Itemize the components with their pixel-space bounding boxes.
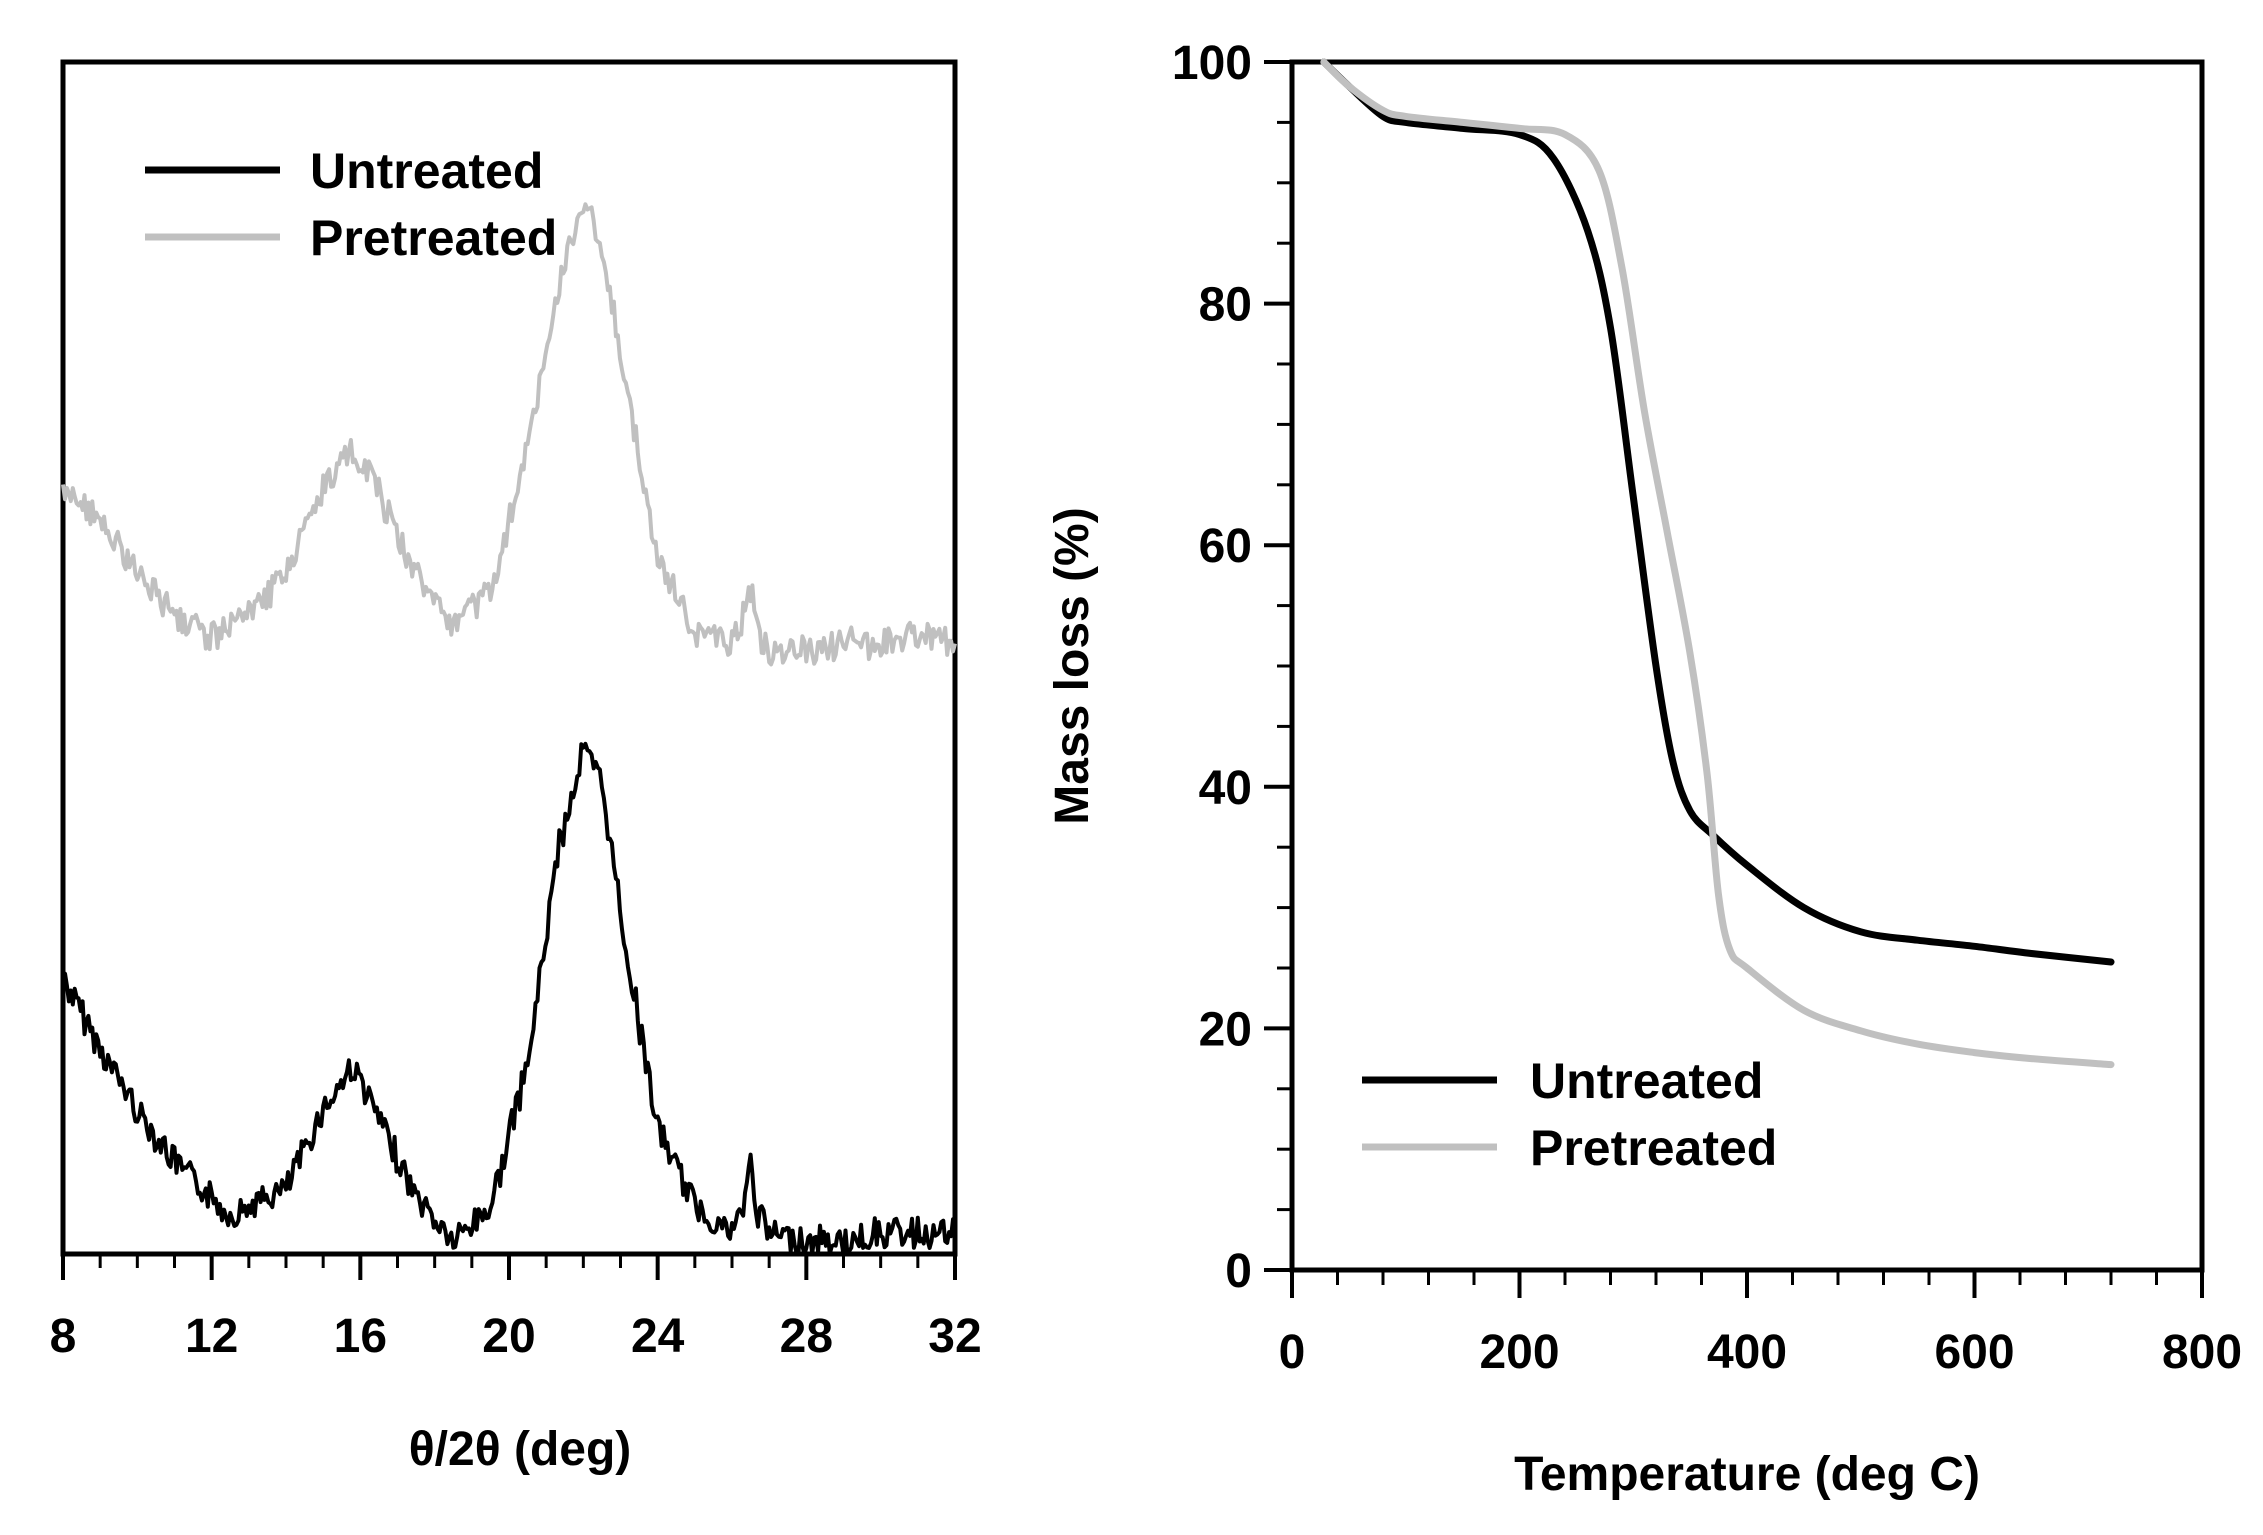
tga-ticks	[1264, 60, 2204, 1298]
tga-series	[1320, 58, 2115, 1069]
xrd-x-tick-label-24: 24	[631, 1310, 685, 1363]
xrd-legend-label-untreated: Untreated	[310, 143, 543, 199]
tga-series-untreated	[1320, 58, 2115, 966]
xrd-x-tick-label-28: 28	[780, 1310, 833, 1363]
tga-series-pretreated	[1320, 58, 2115, 1069]
xrd-x-tick-label-12: 12	[185, 1310, 238, 1363]
tga-y-tick-label-60: 60	[1199, 520, 1252, 573]
tga-x-tick-label-800: 800	[2162, 1326, 2242, 1379]
tga-tick-labels: 0 200 400 600 800 0 20 40 60 80 100	[1172, 37, 2242, 1379]
xrd-x-tick-label-20: 20	[482, 1310, 535, 1363]
tga-y-tick-label-0: 0	[1225, 1245, 1252, 1298]
tga-x-tick-label-600: 600	[1934, 1326, 2014, 1379]
xrd-legend-label-pretreated: Pretreated	[310, 210, 557, 266]
xrd-legend: Untreated Pretreated	[145, 143, 557, 266]
tga-x-axis-label: Temperature (deg C)	[1514, 1448, 1980, 1501]
xrd-chart: 8 12 16 20 24 28 32 θ/2θ (deg) Untreated Pretr…	[50, 59, 982, 1476]
tga-legend-label-pretreated: Pretreated	[1530, 1120, 1777, 1176]
xrd-x-axis-label: θ/2θ (deg)	[409, 1423, 632, 1476]
tga-x-tick-label-0: 0	[1279, 1326, 1306, 1379]
xrd-x-ticks	[61, 1254, 957, 1280]
tga-x-tick-label-200: 200	[1479, 1326, 1559, 1379]
tga-legend-label-untreated: Untreated	[1530, 1053, 1763, 1109]
xrd-x-tick-label-8: 8	[50, 1310, 77, 1363]
xrd-series-pretreated	[61, 202, 957, 667]
tga-y-tick-label-100: 100	[1172, 37, 1252, 90]
tga-y-axis-label: Mass loss (%)	[1046, 507, 1099, 824]
tga-y-tick-label-20: 20	[1199, 1003, 1252, 1056]
xrd-x-tick-labels: 8 12 16 20 24 28 32	[50, 1310, 982, 1363]
xrd-x-tick-label-16: 16	[334, 1310, 387, 1363]
xrd-series	[61, 202, 957, 1257]
tga-chart: 0 200 400 600 800 0 20 40 60 80 100 Temperature (d…	[1046, 37, 2242, 1501]
tga-legend: Untreated Pretreated	[1362, 1053, 1777, 1176]
xrd-x-tick-label-32: 32	[928, 1310, 981, 1363]
tga-x-tick-label-400: 400	[1707, 1326, 1787, 1379]
xrd-series-untreated	[61, 741, 957, 1257]
tga-y-tick-label-80: 80	[1199, 279, 1252, 332]
tga-y-tick-label-40: 40	[1199, 762, 1252, 815]
